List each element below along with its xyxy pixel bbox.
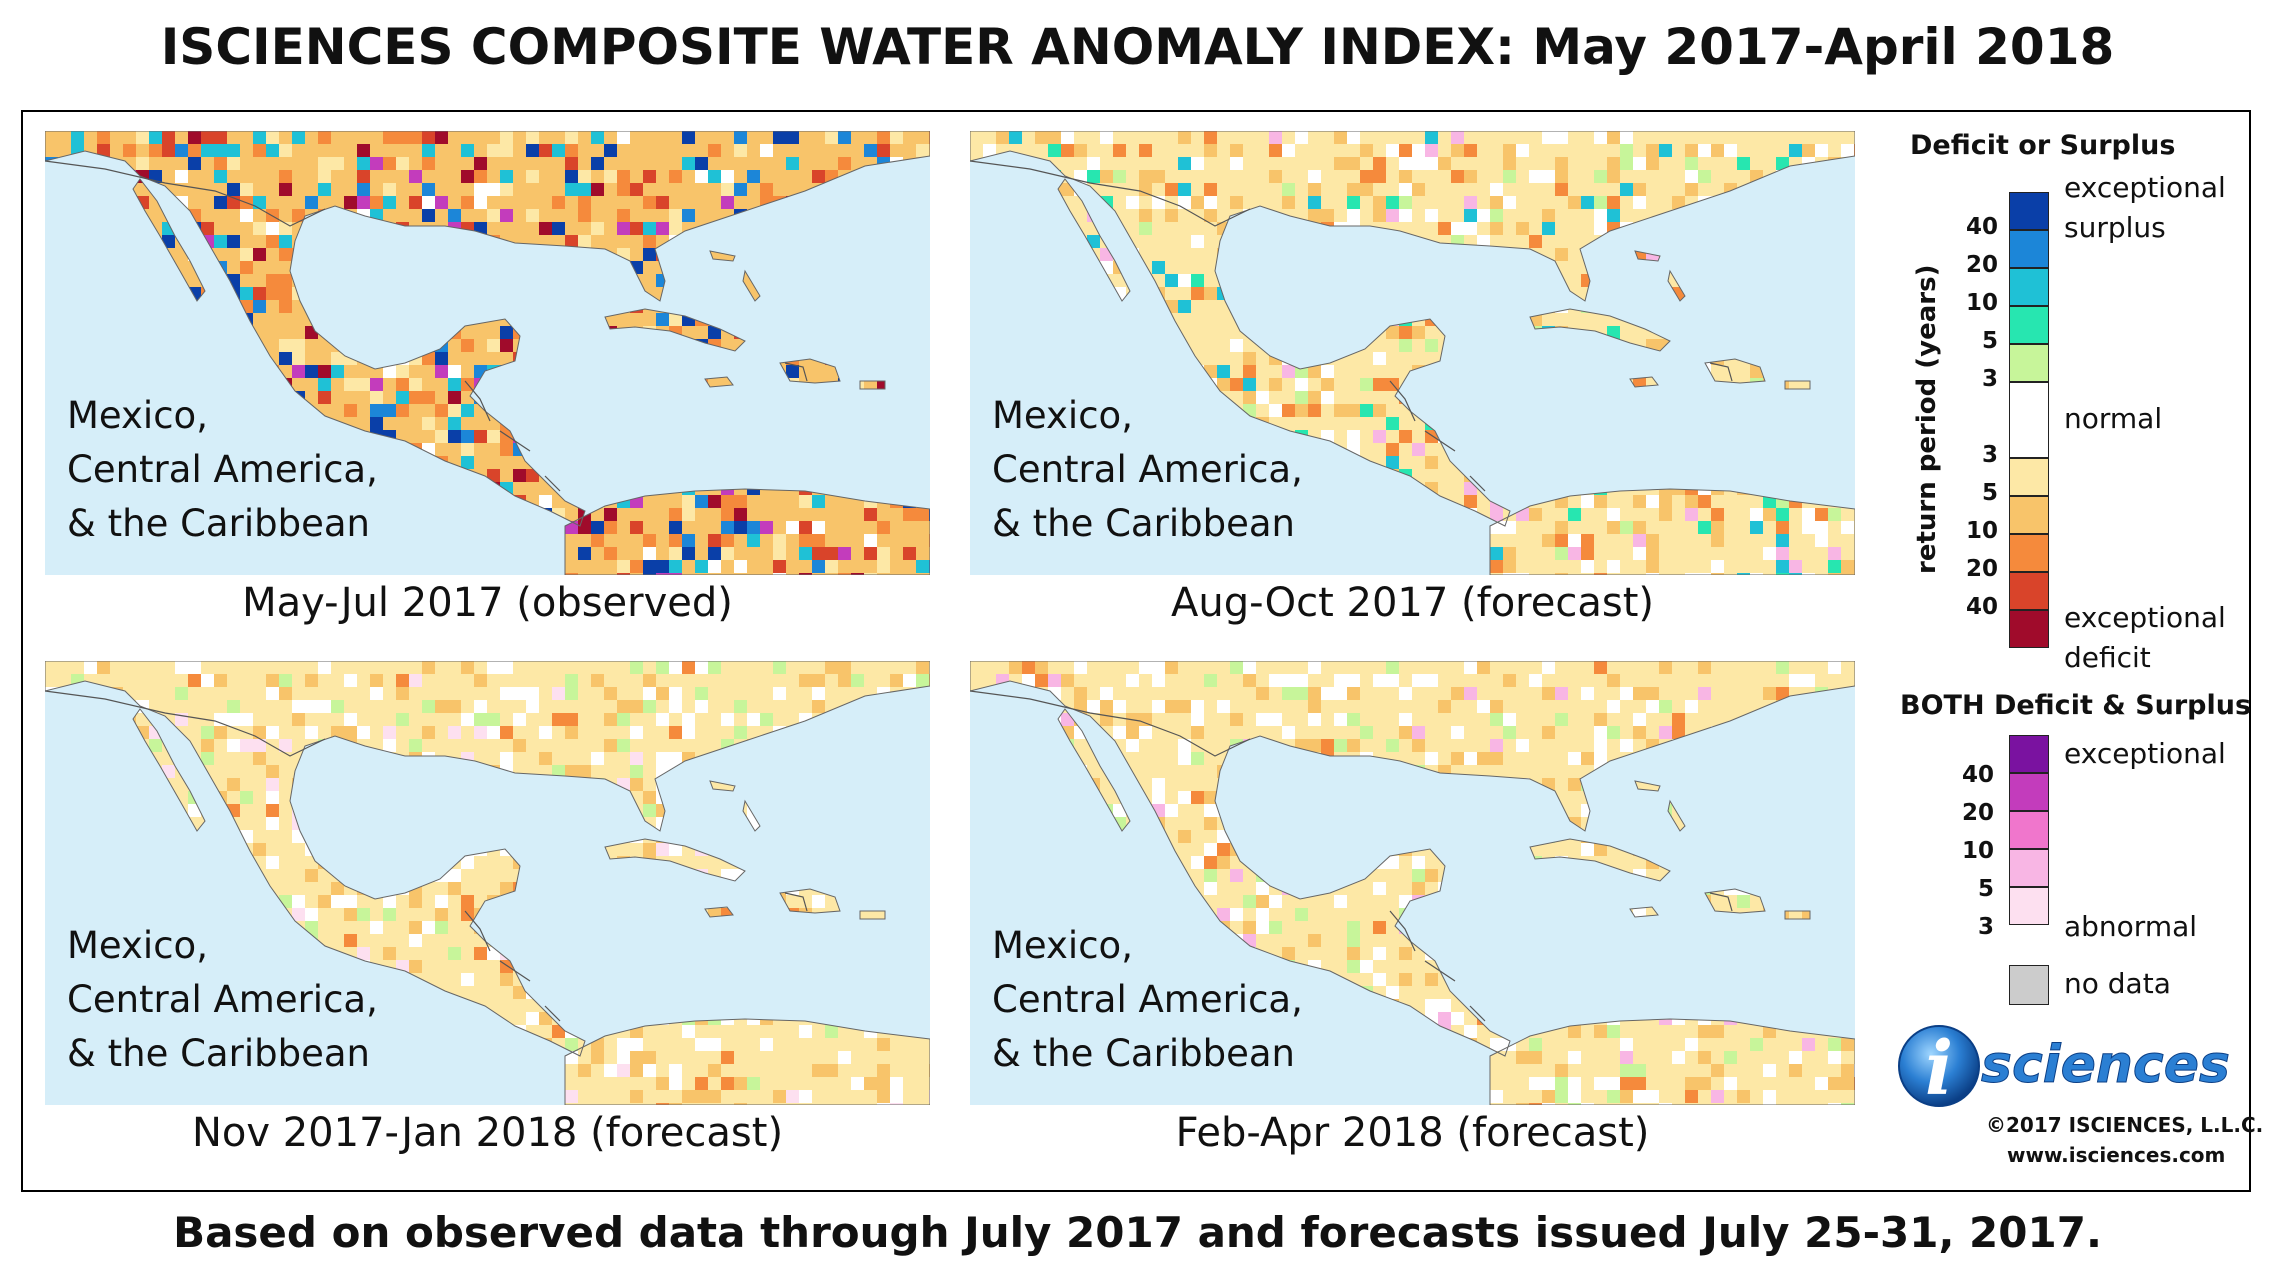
region-label: Mexico, Central America, & the Caribbean: [992, 924, 1303, 1075]
legend-swatch-both-10: [2009, 811, 2049, 849]
legend-swatch-surplus-40: [2009, 192, 2049, 230]
legend-swatch-surplus-10: [2009, 268, 2049, 306]
legend-swatch-both-3: [2009, 887, 2049, 925]
legend-tick: 5: [1981, 480, 1998, 506]
legend-label-normal: normal: [2064, 402, 2163, 435]
map-panel-may-jul-2017: Mexico, Central America, & the Caribbean: [45, 131, 930, 575]
legend: Deficit or Surplus return period (years)…: [1878, 112, 2252, 1192]
legend-swatch-normal: [2009, 382, 2049, 458]
legend-tick: 3: [1981, 442, 1998, 468]
legend-tick: 5: [1981, 328, 1998, 354]
anomaly-map: [45, 661, 930, 1105]
panel-caption: Nov 2017-Jan 2018 (forecast): [191, 1110, 784, 1156]
legend-tick: 20: [1965, 252, 1998, 278]
legend-swatch-no-data: [2009, 965, 2049, 1005]
isciences-logo: i sciences: [1898, 1025, 2230, 1110]
legend-tick: 40: [1965, 214, 1998, 240]
footer-note: Based on observed data through July 2017…: [173, 1208, 2102, 1257]
anomaly-map: [970, 661, 1855, 1105]
legend-tick: 5: [1977, 876, 1994, 902]
legend-swatch-both-20: [2009, 773, 2049, 811]
legend-swatch-deficit-10: [2009, 534, 2049, 572]
legend-swatch-deficit-3: [2009, 458, 2049, 496]
legend-label-both-abnormal: abnormal: [2064, 910, 2198, 943]
legend-label-exceptional-surplus: exceptional surplus: [2064, 171, 2226, 244]
legend-swatch-deficit-40: [2009, 610, 2049, 648]
panel-caption: Feb-Apr 2018 (forecast): [1175, 1110, 1650, 1156]
region-label: Mexico, Central America, & the Caribbean: [992, 394, 1303, 545]
anomaly-map: [45, 131, 930, 575]
map-panel-nov-2017-jan-2018: Mexico, Central America, & the Caribbean: [45, 661, 930, 1105]
legend-swatch-deficit-20: [2009, 572, 2049, 610]
legend-tick: 3: [1977, 914, 1994, 940]
panel-caption: Aug-Oct 2017 (forecast): [1170, 580, 1654, 626]
legend-label-exceptional-deficit: exceptional deficit: [2064, 601, 2226, 674]
legend-title-deficit-surplus: Deficit or Surplus: [1910, 130, 2176, 161]
legend-swatch-surplus-3: [2009, 344, 2049, 382]
legend-label-both-exceptional: exceptional: [2064, 737, 2226, 770]
legend-swatch-surplus-5: [2009, 306, 2049, 344]
legend-tick: 20: [1961, 800, 1994, 826]
legend-tick: 10: [1961, 838, 1994, 864]
legend-swatch-deficit-5: [2009, 496, 2049, 534]
legend-axis-label: return period (years): [1912, 264, 1942, 574]
map-panel-feb-apr-2018: Mexico, Central America, & the Caribbean: [970, 661, 1855, 1105]
legend-tick: 20: [1965, 556, 1998, 582]
page-title: ISCIENCES COMPOSITE WATER ANOMALY INDEX:…: [160, 18, 2115, 76]
legend-tick: 40: [1961, 762, 1994, 788]
region-label: Mexico, Central America, & the Caribbean: [67, 924, 378, 1075]
legend-swatch-both-40: [2009, 735, 2049, 773]
legend-tick: 40: [1965, 594, 1998, 620]
legend-tick: 3: [1981, 366, 1998, 392]
region-label: Mexico, Central America, & the Caribbean: [67, 394, 378, 545]
legend-tick: 10: [1965, 518, 1998, 544]
legend-swatch-surplus-20: [2009, 230, 2049, 268]
website-link[interactable]: www.isciences.com: [2007, 1143, 2226, 1167]
legend-title-both: BOTH Deficit & Surplus: [1900, 690, 2252, 721]
map-panel-aug-oct-2017: Mexico, Central America, & the Caribbean: [970, 131, 1855, 575]
legend-tick: 10: [1965, 290, 1998, 316]
copyright: ©2017 ISCIENCES, L.L.C.: [1986, 1113, 2264, 1137]
legend-swatch-both-5: [2009, 849, 2049, 887]
panel-caption: May-Jul 2017 (observed): [242, 580, 733, 626]
legend-label-no-data: no data: [2064, 967, 2171, 1000]
anomaly-map: [970, 131, 1855, 575]
